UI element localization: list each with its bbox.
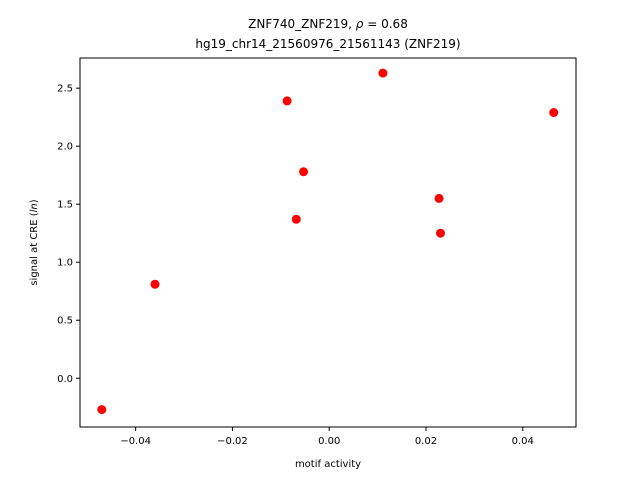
scatter-point	[378, 68, 388, 78]
y-tick-label: 1.5	[57, 200, 73, 211]
scatter-point	[299, 167, 309, 177]
x-axis-ticks: −0.04 −0.02 0.00 0.02 0.04	[120, 427, 534, 447]
scatter-point	[150, 279, 160, 289]
y-axis-label: signal at CRE (ln)	[29, 199, 40, 285]
rho-symbol: ρ	[356, 17, 364, 31]
y-tick-label: 2.5	[57, 84, 73, 95]
chart-title-line1: ZNF740_ZNF219, ρ = 0.68	[248, 17, 408, 31]
x-tick-label: −0.02	[217, 436, 248, 447]
y-tick-label: 0.0	[57, 374, 73, 385]
y-tick-label: 0.5	[57, 316, 73, 327]
x-tick-label: 0.00	[318, 436, 340, 447]
y-axis-ticks: 0.0 0.5 1.0 1.5 2.0 2.5	[57, 84, 80, 385]
scatter-point	[434, 193, 444, 203]
scatter-point	[97, 405, 107, 415]
x-tick-label: −0.04	[120, 436, 151, 447]
data-points	[97, 68, 559, 415]
x-tick-label: 0.04	[512, 436, 534, 447]
chart-title-line2: hg19_chr14_21560976_21561143 (ZNF219)	[195, 37, 460, 51]
scatter-point	[549, 108, 559, 118]
scatter-point	[282, 96, 292, 106]
scatter-point	[436, 228, 446, 238]
x-axis-label: motif activity	[295, 459, 361, 470]
x-tick-label: 0.02	[415, 436, 437, 447]
y-tick-label: 1.0	[57, 258, 73, 269]
scatter-point	[291, 214, 301, 224]
y-tick-label: 2.0	[57, 142, 73, 153]
plot-area-frame	[79, 57, 577, 428]
